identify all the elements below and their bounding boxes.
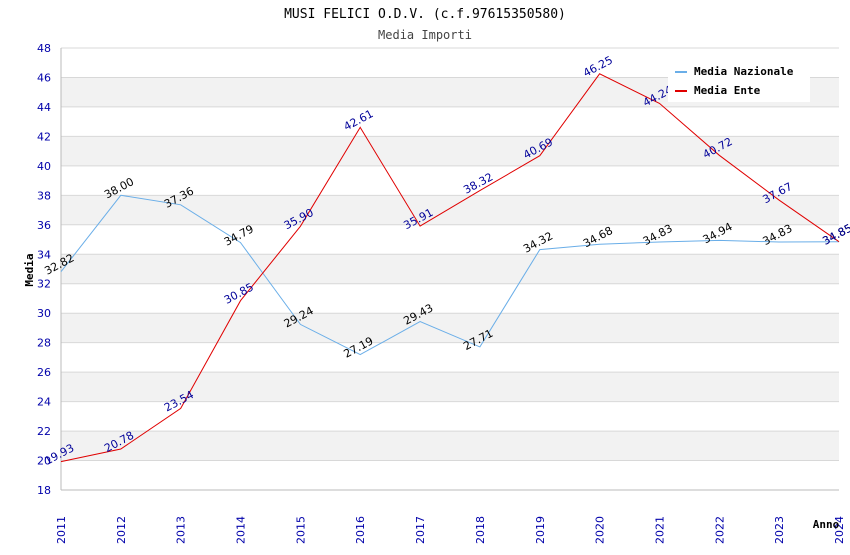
legend-label-media-nazionale: Media Nazionale — [694, 65, 794, 78]
y-tick-label: 40 — [37, 160, 51, 173]
grid-band — [61, 460, 839, 490]
grid-band — [61, 106, 839, 137]
x-tick-label: 2019 — [534, 516, 547, 544]
y-tick-label: 38 — [37, 189, 51, 202]
x-tick-label: 2021 — [653, 516, 666, 544]
x-tick-label: 2011 — [55, 516, 68, 544]
legend-box — [668, 60, 810, 102]
legend-label-media-ente: Media Ente — [694, 84, 761, 97]
grid-band — [61, 195, 839, 225]
y-tick-label: 20 — [37, 455, 51, 468]
y-tick-label: 34 — [37, 248, 51, 261]
series-line-media-nazionale — [60, 194, 840, 356]
y-tick-label: 44 — [37, 101, 51, 114]
y-tick-label: 32 — [37, 278, 51, 291]
grid-band — [61, 313, 839, 343]
y-tick-label: 24 — [37, 396, 51, 409]
grid-band — [61, 431, 839, 461]
y-tick-label: 22 — [37, 425, 51, 438]
grid-band — [61, 254, 839, 284]
series-line-media-ente — [60, 73, 840, 463]
x-tick-label: 2012 — [115, 516, 128, 544]
grid-band — [61, 136, 839, 166]
x-axis-label: Anno — [813, 518, 840, 531]
x-tick-label: 2020 — [594, 516, 607, 544]
x-tick-label: 2023 — [773, 516, 786, 544]
y-tick-label: 28 — [37, 337, 51, 350]
x-tick-label: 2017 — [414, 516, 427, 544]
y-tick-label: 36 — [37, 219, 51, 232]
grid-band — [61, 165, 839, 196]
x-tick-label: 2018 — [474, 516, 487, 544]
grid-band — [61, 224, 839, 255]
grid-band — [61, 283, 839, 314]
x-tick-label: 2013 — [175, 516, 188, 544]
grid-band — [61, 372, 839, 402]
y-tick-label: 42 — [37, 130, 51, 143]
grid-band — [61, 401, 839, 432]
x-tick-label: 2015 — [294, 516, 307, 544]
x-tick-label: 2024 — [833, 516, 846, 544]
x-tick-label: 2016 — [354, 516, 367, 544]
chart-title: MUSI FELICI O.D.V. (c.f.97615350580) — [284, 7, 566, 22]
grid-band — [61, 342, 839, 373]
y-axis-label: Media — [23, 253, 36, 286]
x-tick-label: 2022 — [713, 516, 726, 544]
y-tick-label: 30 — [37, 307, 51, 320]
y-tick-label: 48 — [37, 42, 51, 55]
x-tick-label: 2014 — [235, 516, 248, 544]
chart-subtitle: Media Importi — [378, 28, 472, 42]
y-tick-label: 26 — [37, 366, 51, 379]
legend: Media Nazionale Media Ente — [668, 60, 810, 102]
y-tick-label: 18 — [37, 484, 51, 497]
y-tick-label: 46 — [37, 71, 51, 84]
